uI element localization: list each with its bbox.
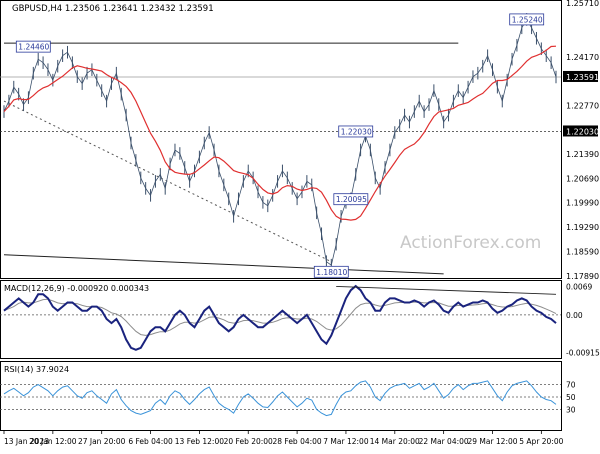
annotation-box <box>338 125 374 138</box>
price-axis-label: 1.18590 <box>566 248 599 257</box>
rsi-axis-label: 30 <box>566 405 576 414</box>
rsi-series <box>3 380 557 417</box>
macd-signal-series <box>3 298 557 336</box>
price-panel-frame <box>0 0 562 279</box>
macd-trendline <box>336 286 557 295</box>
price-axis-label: 1.22770 <box>566 102 599 111</box>
time-axis-label: 6 Feb 04:00 <box>128 437 173 446</box>
price-label-box <box>563 70 598 82</box>
rsi-panel-frame <box>0 361 562 431</box>
annotation-label: 1.20095 <box>336 195 367 204</box>
time-axis-label: 20 Jan 12:00 <box>29 437 77 446</box>
annotation-label: 1.24460 <box>18 43 49 52</box>
time-axis-label: 7 Mar 12:00 <box>323 437 369 446</box>
price-axis-label: 1.23591 <box>566 73 599 82</box>
macd-axis-label: 0.0069 <box>566 282 592 291</box>
trendline-2 <box>3 254 444 275</box>
watermark: ActionForex.com <box>400 233 541 253</box>
rsi-panel-title: RSI(14) 37.9024 <box>4 365 69 374</box>
rsi-axis-label: 70 <box>566 381 576 390</box>
price-axis-label: 1.22030 <box>566 127 599 136</box>
price-axis-label: 1.25710 <box>566 0 599 8</box>
time-axis-label: 22 Mar 04:00 <box>419 437 469 446</box>
macd-series <box>3 284 557 351</box>
macd-axis-label: -0.009158 <box>566 349 600 358</box>
trendline-1 <box>3 100 332 263</box>
annotation-box <box>15 40 51 53</box>
time-axis-label: 20 Feb 20:00 <box>224 437 273 446</box>
annotation-label: 1.22030 <box>341 127 372 136</box>
annotation-box <box>313 265 349 278</box>
price-label-box <box>563 125 598 137</box>
macd-panel: MACD(12,26,9) -0.000920 0.000343 0.0069 0… <box>0 280 600 359</box>
time-axis-label: 29 Mar 12:00 <box>467 437 517 446</box>
price-panel: GBPUSD,H4 1.23506 1.23641 1.23432 1.2359… <box>0 0 599 281</box>
time-axis-label: 13 Jan 2023 <box>4 437 49 446</box>
macd-panel-title: MACD(12,26,9) -0.000920 0.000343 <box>4 284 149 293</box>
annotation-label: 1.18010 <box>316 268 347 277</box>
time-axis-label: 27 Jan 20:00 <box>78 437 126 446</box>
price-axis-label: 1.17890 <box>566 272 599 281</box>
price-axis-label: 1.19990 <box>566 199 599 208</box>
annotation-box <box>333 193 369 206</box>
price-series <box>3 18 557 266</box>
annotation-label: 1.25240 <box>512 15 543 24</box>
rsi-panel: RSI(14) 37.9024 70 50 30 <box>0 361 576 431</box>
price-axis-label: 1.21390 <box>566 150 599 159</box>
price-axis-label: 1.20690 <box>566 174 599 183</box>
time-axis-label: 5 Apr 20:00 <box>519 437 563 446</box>
annotation-box <box>509 13 545 26</box>
time-axis-label: 14 Mar 20:00 <box>370 437 420 446</box>
time-axis-label: 13 Feb 12:00 <box>175 437 224 446</box>
moving-average-series <box>3 45 557 221</box>
time-axis-label: 28 Feb 04:00 <box>272 437 321 446</box>
macd-axis-label: 0.00 <box>566 311 583 320</box>
macd-panel-frame <box>0 280 562 359</box>
price-axis-label: 1.19290 <box>566 223 599 232</box>
price-axis-label: 1.24170 <box>566 53 599 62</box>
price-panel-title: GBPUSD,H4 1.23506 1.23641 1.23432 1.2359… <box>12 4 214 14</box>
rsi-axis-label: 50 <box>566 393 576 402</box>
